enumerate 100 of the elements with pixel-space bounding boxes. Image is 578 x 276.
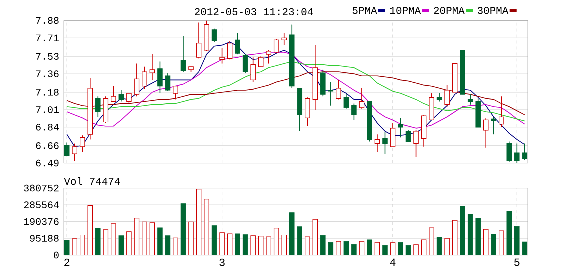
candlestick [444, 84, 450, 108]
legend-label: 5PMA [352, 7, 378, 14]
bar [390, 242, 396, 256]
candlestick [118, 90, 124, 102]
x-tick-label: 3 [220, 258, 225, 266]
bar [196, 189, 202, 256]
candlestick [352, 103, 357, 121]
legend-label: 20PMA [434, 7, 465, 14]
y-tick-label: 7.88 [36, 17, 59, 24]
bar [336, 241, 342, 256]
candlestick [80, 135, 86, 152]
candlestick [72, 143, 78, 162]
bar [414, 244, 419, 256]
candlestick [158, 61, 163, 94]
candlestick [103, 96, 109, 124]
candlestick [274, 38, 280, 54]
candlestick [64, 142, 70, 157]
candlestick [180, 36, 186, 72]
candlestick [491, 116, 496, 135]
bar [359, 241, 365, 256]
y-tick-label: 7.53 [36, 53, 59, 60]
bar [460, 206, 466, 256]
y-tick-label: 95188 [30, 235, 59, 242]
chart-subtitle: 2012-05-03 11:23:04 [195, 8, 314, 16]
candlestick [374, 134, 380, 152]
candlestick [258, 56, 264, 68]
candlestick [142, 66, 148, 90]
candlestick [483, 118, 489, 148]
y-tick-label: 6.66 [36, 142, 59, 150]
y-tick-label: 380752 [24, 184, 59, 192]
candlestick [134, 63, 140, 98]
candlestick [336, 80, 342, 100]
y-tick-label: 285564 [24, 202, 59, 208]
bar [134, 218, 140, 256]
bar [72, 238, 78, 256]
bar [382, 245, 388, 256]
candlestick [328, 82, 334, 106]
bar [220, 232, 225, 256]
candlestick [212, 28, 218, 43]
candlestick [390, 122, 396, 148]
candlestick [429, 93, 434, 121]
y-tick-label: 6.49 [36, 160, 59, 167]
candlestick [266, 50, 272, 64]
candlestick [468, 94, 474, 106]
candlestick [126, 93, 132, 104]
candlestick [220, 48, 225, 64]
y-tick-label: 7.36 [36, 70, 59, 78]
bar [398, 242, 404, 256]
candlestick [382, 132, 388, 154]
bar [290, 212, 295, 256]
y-tick-label: 7.01 [36, 106, 60, 114]
legend-label: 30PMA [478, 7, 509, 14]
candlestick [282, 32, 287, 46]
bar [126, 232, 132, 256]
bar [297, 226, 303, 256]
candlestick [305, 97, 310, 127]
y-tick-label: 7.18 [36, 89, 59, 96]
x-tick-label: 4 [390, 258, 396, 266]
x-tick-label: 2 [64, 258, 70, 266]
candlestick [514, 143, 520, 164]
y-tick-label: 0 [54, 252, 59, 259]
candlestick [165, 72, 171, 92]
bar [367, 240, 372, 256]
bar [328, 242, 334, 256]
bar [320, 235, 326, 256]
candlestick [522, 143, 528, 161]
bar [491, 234, 496, 256]
candlestick [150, 54, 156, 81]
bar [204, 199, 210, 256]
candlestick [227, 40, 233, 60]
bar [452, 220, 458, 256]
bar [514, 226, 520, 256]
y-tick-label: 7.71 [36, 34, 60, 42]
bar [64, 240, 70, 256]
chart-title: Vol 74474 [64, 177, 120, 186]
candlestick [414, 130, 419, 158]
candlestick [196, 22, 202, 60]
candlestick [242, 54, 248, 74]
bar [444, 238, 450, 256]
bar [103, 230, 109, 256]
candlestick [398, 118, 404, 138]
legend-label: 10PMA [390, 7, 422, 14]
x-tick-label: 5 [514, 258, 520, 266]
bar [421, 240, 427, 256]
candlestick [421, 114, 427, 148]
bar [483, 229, 489, 256]
candlestick [250, 57, 256, 83]
candlestick [506, 141, 512, 163]
y-tick-label: 6.84 [36, 124, 59, 131]
candlestick [359, 88, 365, 110]
candlestick [235, 32, 240, 55]
candlestick [320, 70, 326, 98]
candlestick [344, 94, 350, 110]
candlestick [406, 130, 412, 142]
y-tick-label: 190376 [24, 218, 59, 226]
bar [165, 236, 171, 256]
candlestick [173, 86, 178, 100]
candlestick [111, 86, 116, 102]
candlestick [499, 96, 504, 128]
candlestick [96, 96, 101, 118]
